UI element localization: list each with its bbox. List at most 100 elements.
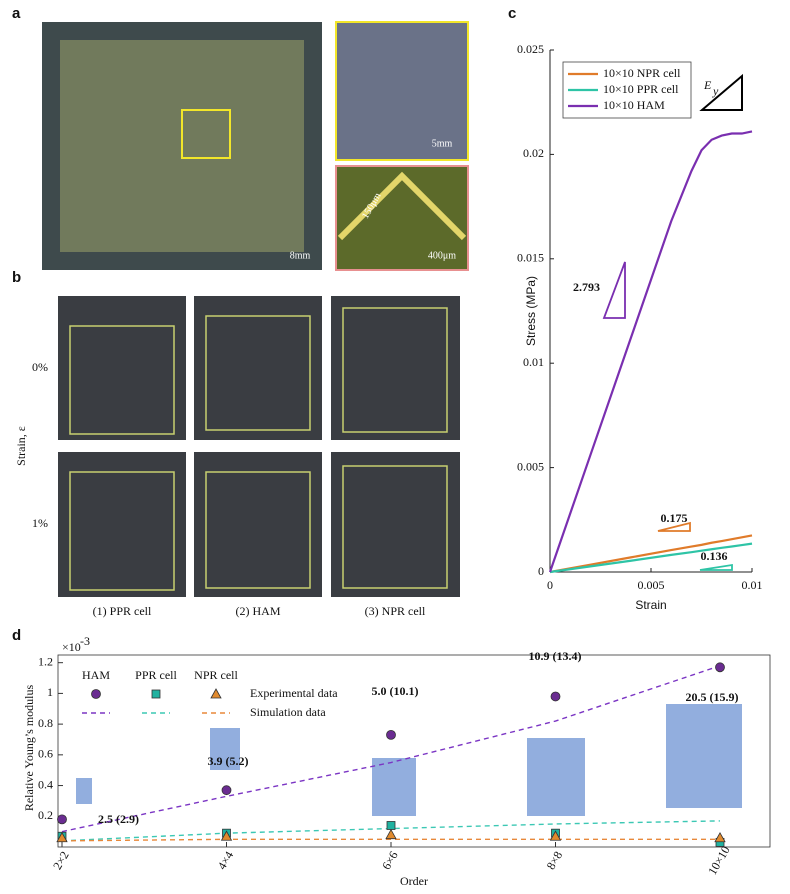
inset <box>666 704 742 808</box>
inset <box>527 738 585 816</box>
scale-label: 5mm <box>432 138 453 149</box>
photo <box>58 452 186 597</box>
photo <box>331 452 460 597</box>
strut <box>337 171 467 241</box>
zoom-box <box>181 109 231 159</box>
y-tick-label: 0.8 <box>38 716 53 730</box>
column-label: (1) PPR cell <box>93 604 152 618</box>
annotation: 5.0 (10.1) <box>372 684 419 698</box>
photo <box>194 452 322 597</box>
y-tick-label: 0.015 <box>517 251 544 265</box>
y-tick-label: 0.025 <box>517 42 544 56</box>
x-tick-label: 4×4 <box>215 849 237 872</box>
marker <box>385 828 397 840</box>
legend-marker <box>210 688 222 699</box>
x-tick-label: 8×8 <box>544 849 566 872</box>
marker <box>715 662 725 673</box>
inset <box>76 778 92 804</box>
x-tick-label: 10×10 <box>705 844 733 878</box>
modulus-subscript: y <box>712 84 719 98</box>
y-tick-label: 0 <box>538 564 544 578</box>
modulus-symbol: E <box>703 78 712 92</box>
annotation: 2.5 (2.9) <box>98 812 139 826</box>
legend-label: 10×10 HAM <box>603 98 665 112</box>
y-tick-label: 0.005 <box>517 459 544 473</box>
axis-label: Strain, ε <box>14 426 28 466</box>
photo <box>331 296 460 440</box>
marker <box>714 831 726 843</box>
panel-label: b <box>12 269 21 286</box>
panel-label: c <box>508 5 516 22</box>
slope-triangle <box>699 73 743 111</box>
marker <box>549 830 562 841</box>
photo <box>58 296 186 440</box>
simulation-line <box>61 838 720 842</box>
marker <box>221 785 232 796</box>
annotation: 0.136 <box>701 549 728 563</box>
slope-triangle <box>699 563 733 571</box>
y-tick-label: 0.6 <box>38 747 53 761</box>
scale-label: 8mm <box>290 250 311 261</box>
inset <box>372 758 416 816</box>
panel-label: a <box>12 5 21 22</box>
annotation: 2.793 <box>573 280 600 294</box>
marker <box>56 831 68 843</box>
sample <box>342 465 448 589</box>
x-tick-label: 6×6 <box>379 849 401 872</box>
row-label: 0% <box>32 360 48 374</box>
slope-triangle <box>657 521 691 532</box>
annotation: 20.5 (15.9) <box>686 690 739 704</box>
y-axis-label: Stress (MPa) <box>524 276 538 346</box>
photo-inset-1 <box>335 21 469 161</box>
sample <box>69 471 175 591</box>
photo <box>194 296 322 440</box>
annotation: 0.175 <box>661 511 688 525</box>
panel-label: d <box>12 627 21 644</box>
photo-grid <box>58 296 460 597</box>
x-tick-label: 0.005 <box>638 578 665 592</box>
simulation-line <box>61 665 721 833</box>
legend-marker <box>91 689 101 699</box>
sample <box>342 307 448 433</box>
y-tick-label: 1.2 <box>38 654 53 668</box>
row-label: 1% <box>32 516 48 530</box>
y-multiplier-exponent: -3 <box>80 634 90 648</box>
legend-label: 10×10 NPR cell <box>603 66 681 80</box>
slope-triangle <box>602 261 626 319</box>
series-line <box>549 534 753 574</box>
x-tick-label: 0 <box>547 578 553 592</box>
y-tick-label: 0.2 <box>38 808 53 822</box>
simulation-line <box>61 820 721 842</box>
sample <box>205 471 311 589</box>
structure-insets <box>76 704 742 816</box>
marker <box>550 691 561 702</box>
scale-label: 400μm <box>428 250 456 261</box>
marker <box>220 830 233 841</box>
legend-label: 10×10 PPR cell <box>603 82 679 96</box>
y-multiplier: ×10 <box>62 640 81 654</box>
plot-frame <box>57 654 771 848</box>
marker <box>57 814 67 825</box>
marker <box>386 729 396 740</box>
sample <box>205 315 311 431</box>
column-label: (2) HAM <box>236 604 281 618</box>
marker <box>386 821 396 830</box>
legend-header: PPR cell <box>135 668 177 682</box>
series-line <box>548 130 753 573</box>
legend-marker <box>151 689 161 699</box>
x-tick-label: 0.01 <box>742 578 763 592</box>
annotation: 3.9 (5.2) <box>208 754 249 768</box>
legend-header: HAM <box>82 668 110 682</box>
x-axis-label: Order <box>400 874 428 888</box>
column-label: (3) NPR cell <box>365 604 426 618</box>
y-tick-label: 0.02 <box>523 146 544 160</box>
y-tick-label: 0.01 <box>523 355 544 369</box>
legend-header: NPR cell <box>194 668 238 682</box>
y-tick-label: 0.4 <box>38 777 53 791</box>
annotation: 10.9 (13.4) <box>529 649 582 663</box>
x-axis-label: Strain <box>635 598 666 612</box>
legend-label: Experimental data <box>250 686 338 700</box>
inset <box>210 728 240 770</box>
y-axis-label: Relative Young’s modulus <box>22 685 36 812</box>
